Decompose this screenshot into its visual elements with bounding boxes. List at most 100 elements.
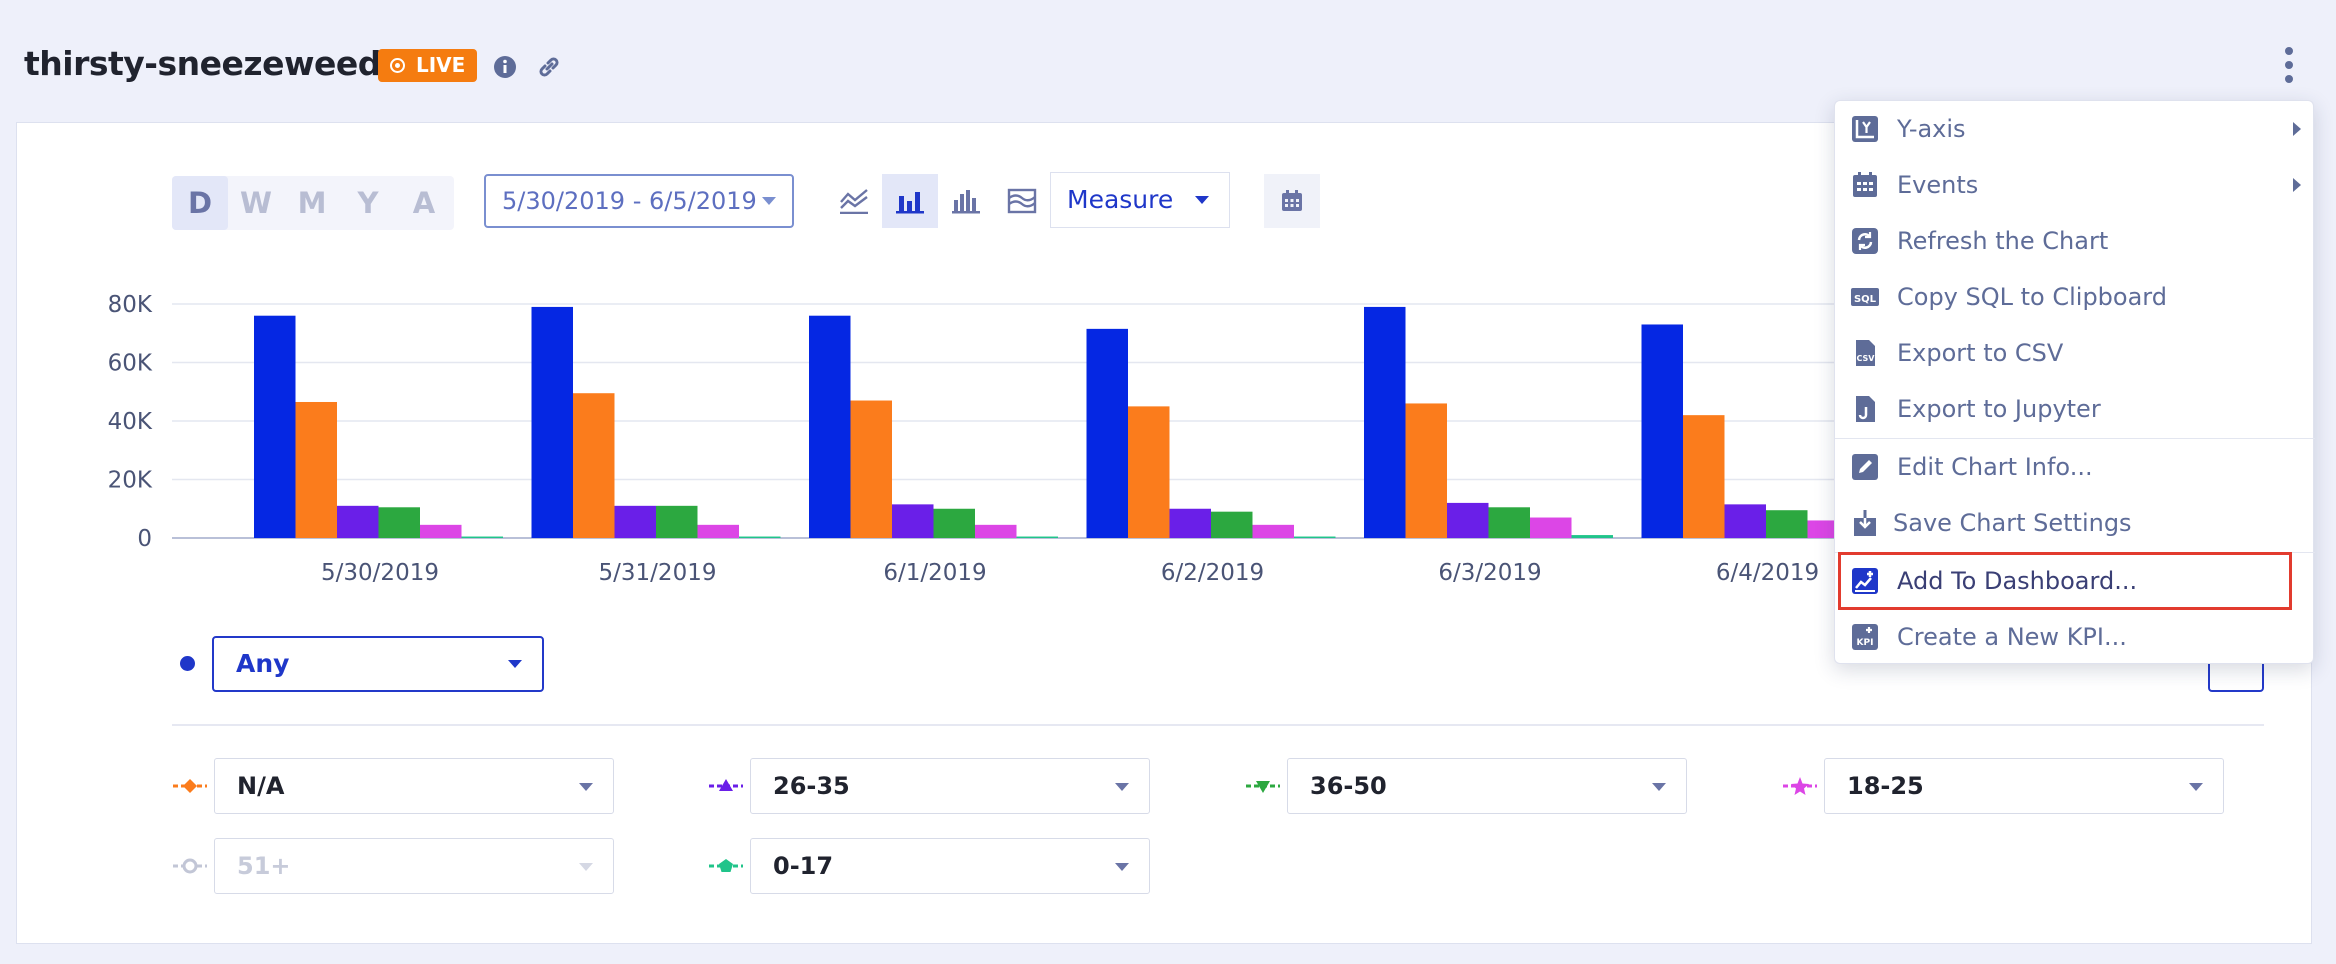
menu-item-y-axis[interactable]: Y-axis [1835,101,2315,157]
chart-type-selector [826,174,1050,228]
bar[interactable] [697,524,740,538]
menu-item-add-to-dashboard[interactable]: Add To Dashboard... [1835,553,2315,609]
chevron-down-icon [762,197,776,205]
bar[interactable] [1294,536,1336,538]
menu-item-edit-chart-info[interactable]: Edit Chart Info... [1835,439,2315,495]
stacked-bar-icon[interactable] [938,174,994,228]
svg-text:CSV: CSV [1857,354,1876,363]
calendar-button[interactable] [1264,174,1320,228]
bar[interactable] [975,524,1017,538]
x-tick-label: 6/4/2019 [1716,560,1819,586]
segment-value: N/A [237,772,285,800]
x-tick-label: 6/1/2019 [883,560,986,586]
svg-text:SQL: SQL [1854,294,1877,305]
bar[interactable] [378,507,421,538]
segment-value: 18-25 [1847,772,1924,800]
live-dot-icon [390,58,405,73]
bar[interactable] [1086,328,1129,538]
bar[interactable] [933,508,976,538]
bar[interactable] [809,315,851,538]
menu-item-save-chart-settings[interactable]: Save Chart Settings [1835,495,2315,551]
chevron-down-icon [1115,863,1129,871]
bar-chart-icon[interactable] [882,174,938,228]
bar[interactable] [1128,406,1170,538]
granularity-day[interactable]: D [172,176,228,230]
granularity-week[interactable]: W [240,186,272,220]
x-tick-label: 6/2/2019 [1161,560,1264,586]
granularity-month[interactable]: M [297,186,327,220]
bar[interactable] [337,505,379,538]
bar[interactable] [1724,504,1767,538]
menu-item-export-jupyter[interactable]: Export to Jupyter [1835,381,2315,437]
bar[interactable] [461,536,504,538]
primary-series-marker [180,656,195,671]
area-chart-icon[interactable] [994,174,1050,228]
granularity-selector: D W M Y A [172,176,454,230]
bar-chart: 0 20K 40K 60K 80K 5/30/2019 5/31/2019 6/1/2019 6… [108,292,2264,586]
bar[interactable] [1571,535,1614,538]
star-marker-icon [1783,777,1817,795]
segment-value: 26-35 [773,772,850,800]
live-badge: LIVE [378,49,478,82]
bar[interactable] [1766,510,1808,538]
menu-item-events[interactable]: Events [1835,157,2315,213]
info-icon[interactable] [492,54,518,80]
bar[interactable] [1488,507,1531,538]
bar[interactable] [420,524,462,538]
date-range-picker[interactable]: 5/30/2019 - 6/5/2019 [484,174,794,228]
bar[interactable] [1683,415,1725,538]
bar[interactable] [531,306,574,538]
menu-item-copy-sql[interactable]: SQL Copy SQL to Clipboard [1835,269,2315,325]
granularity-all[interactable]: A [412,186,436,220]
edit-icon [1852,454,1878,480]
measure-label: Measure [1067,185,1174,214]
bar[interactable] [1447,502,1489,538]
menu-item-refresh[interactable]: Refresh the Chart [1835,213,2315,269]
bar[interactable] [614,505,657,538]
chevron-down-icon [1195,196,1209,204]
bar[interactable] [1641,324,1684,538]
menu-item-label: Export to CSV [1897,339,2064,367]
menu-item-create-kpi[interactable]: KPI Create a New KPI... [1835,609,2315,665]
chevron-down-icon [579,863,593,871]
chevron-down-icon [579,783,593,791]
chevron-down-icon [2189,783,2203,791]
bar[interactable] [656,505,698,538]
granularity-year[interactable]: Y [357,186,379,220]
bar[interactable] [1252,524,1295,538]
chart-header: thirsty-sneezeweed LIVE [0,0,2336,120]
bar[interactable] [739,536,781,538]
jupyter-icon [1856,396,1875,422]
dashboard-add-icon [1852,568,1878,594]
menu-item-label: Refresh the Chart [1897,227,2109,255]
bar[interactable] [1405,403,1448,538]
bar[interactable] [295,401,338,538]
pentagon-marker-icon [709,859,743,872]
bar[interactable] [1364,306,1406,538]
more-options-icon[interactable] [2276,44,2302,90]
segment-filter-dropdown[interactable]: Any [212,636,544,692]
x-tick-label: 5/31/2019 [599,560,717,586]
line-chart-icon[interactable] [826,174,882,228]
bar[interactable] [1211,511,1253,538]
bar[interactable] [850,400,893,538]
link-icon[interactable] [536,54,562,80]
x-tick-label: 6/3/2019 [1438,560,1541,586]
chevron-right-icon [2293,178,2301,192]
y-tick-label: 60K [108,351,153,377]
bar[interactable] [892,504,934,538]
bar[interactable] [573,393,615,538]
bar[interactable] [1016,536,1059,538]
bar[interactable] [254,315,296,538]
bar[interactable] [1169,508,1212,538]
segment-value: 0-17 [773,852,834,880]
measure-dropdown[interactable]: Measure [1050,172,1230,228]
segment-value: 51+ [237,852,291,880]
calendar-icon [1853,172,1877,197]
y-tick-label: 0 [137,526,152,552]
save-icon [1854,510,1876,536]
triangle-marker-icon [709,779,743,791]
menu-item-export-csv[interactable]: CSV Export to CSV [1835,325,2315,381]
chevron-down-icon [1115,783,1129,791]
bar[interactable] [1530,517,1572,538]
